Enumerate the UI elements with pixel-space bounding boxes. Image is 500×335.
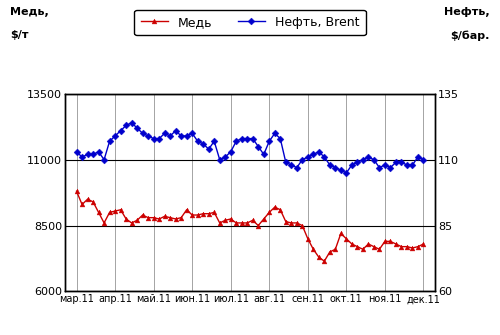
Медь <box>322 259 328 263</box>
Медь <box>300 223 306 227</box>
Нефть, Brent <box>272 131 278 135</box>
Нефть, Brent <box>128 121 134 125</box>
Line: Медь: Медь <box>74 189 426 264</box>
Нефть, Brent <box>300 158 306 162</box>
Line: Нефть, Brent: Нефть, Brent <box>74 120 426 175</box>
Медь <box>118 208 124 212</box>
Нефть, Brent <box>118 129 124 133</box>
Нефть, Brent <box>74 150 80 154</box>
Legend: Медь, Нефть, Brent: Медь, Нефть, Brent <box>134 10 366 35</box>
Нефть, Brent <box>250 137 256 141</box>
Text: Медь,: Медь, <box>10 7 49 17</box>
Медь <box>266 210 272 214</box>
Медь <box>420 242 426 246</box>
Нефть, Brent <box>344 171 349 175</box>
Медь <box>244 221 250 225</box>
Медь <box>74 189 80 193</box>
Text: Нефть,: Нефть, <box>444 7 490 17</box>
Text: $/бар.: $/бар. <box>450 30 490 41</box>
Медь <box>294 221 300 225</box>
Медь <box>216 221 222 225</box>
Нефть, Brent <box>305 155 311 159</box>
Text: $/т: $/т <box>10 30 29 40</box>
Нефть, Brent <box>222 155 228 159</box>
Нефть, Brent <box>420 158 426 162</box>
